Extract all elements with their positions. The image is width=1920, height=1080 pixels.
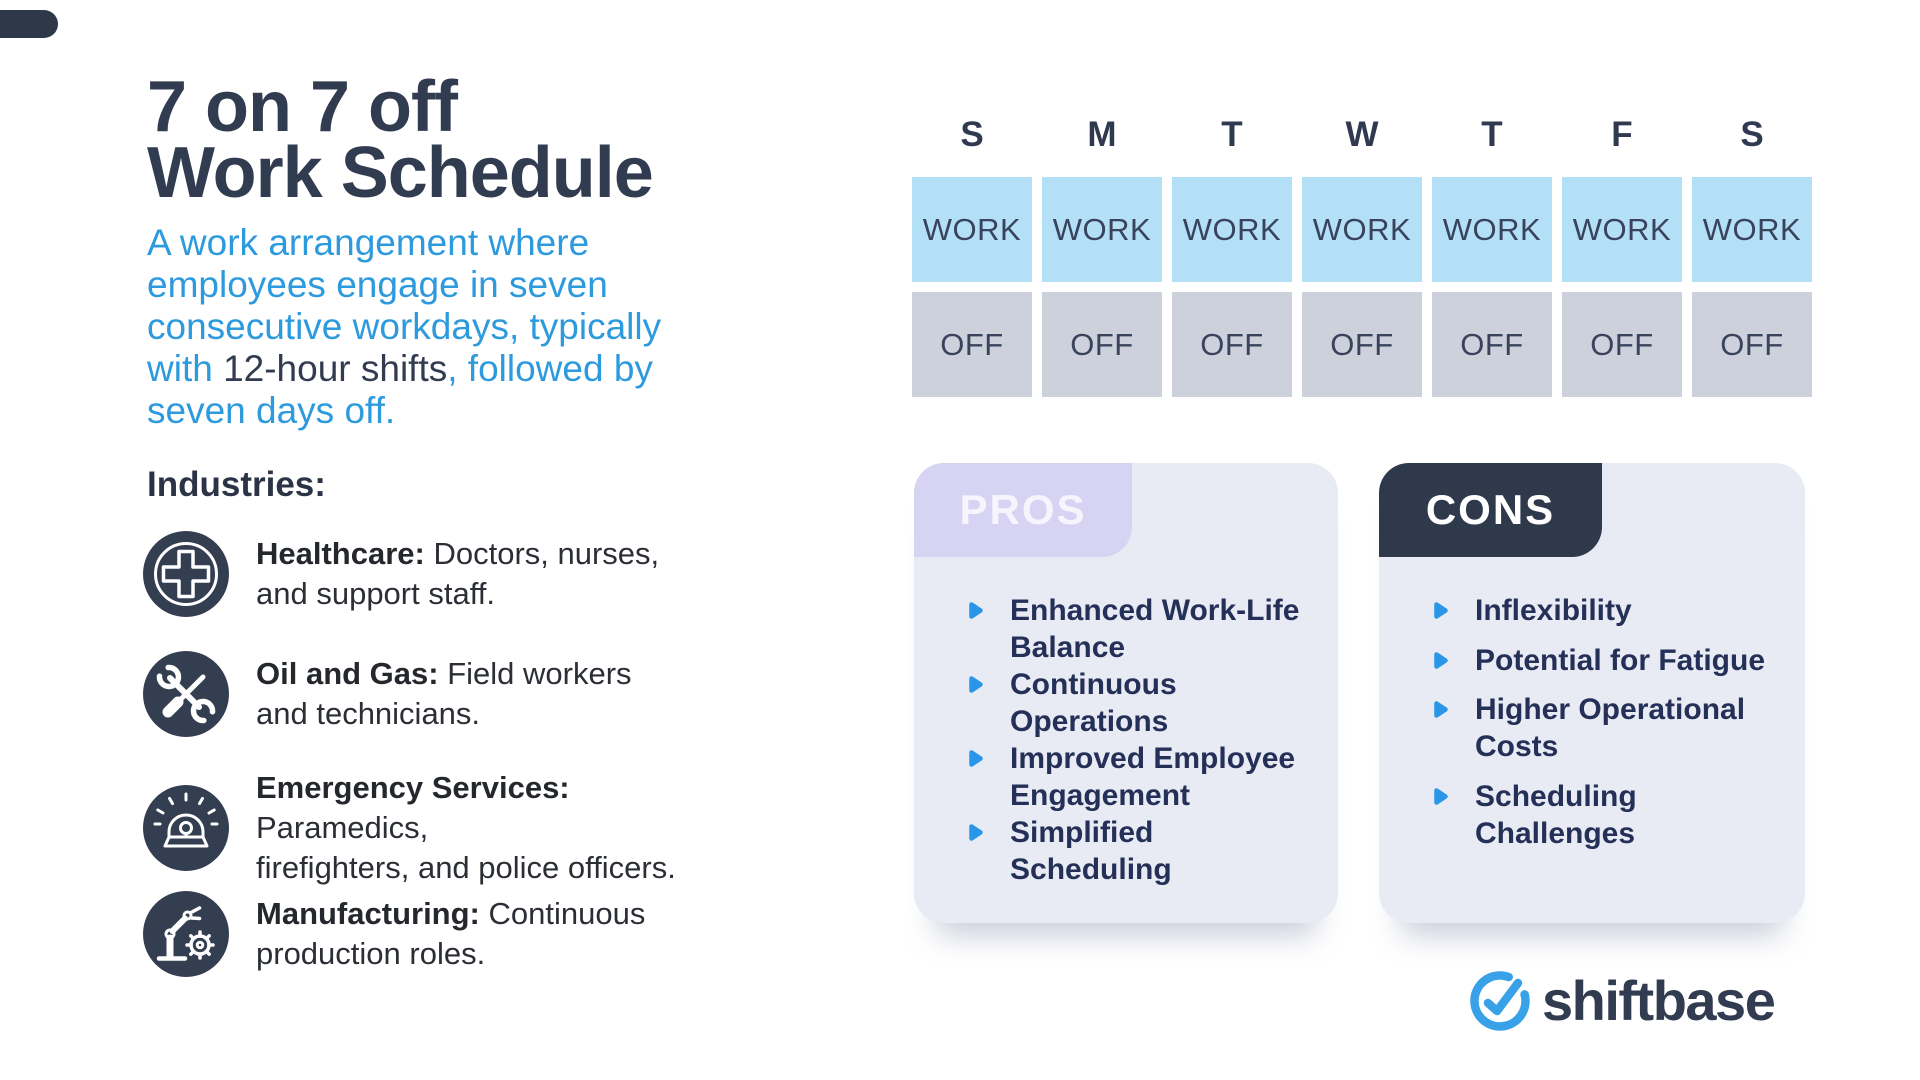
list-item: Potential for Fatigue bbox=[1433, 642, 1785, 679]
play-bullet-icon bbox=[968, 601, 984, 620]
work-cell: WORK bbox=[1432, 177, 1552, 282]
pros-card: PROS Enhanced Work-Life Balance Continuou… bbox=[914, 463, 1338, 923]
work-cell: WORK bbox=[1692, 177, 1812, 282]
day-header: M bbox=[1087, 115, 1117, 154]
industry-item-oil-and-gas: Oil and Gas: Field workers and technician… bbox=[142, 650, 726, 738]
description-line: with 12-hour shifts, followed by bbox=[147, 348, 653, 389]
cons-label: CONS bbox=[1379, 463, 1602, 557]
off-cell: OFF bbox=[1172, 292, 1292, 397]
industry-item-emergency-services: Emergency Services: Paramedics, firefight… bbox=[142, 768, 726, 888]
list-item: Continuous Operations bbox=[968, 666, 1318, 740]
off-cell: OFF bbox=[1302, 292, 1422, 397]
work-cell: WORK bbox=[912, 177, 1032, 282]
work-cell: WORK bbox=[1172, 177, 1292, 282]
play-bullet-icon bbox=[1433, 787, 1449, 806]
list-item: Simplified Scheduling bbox=[968, 814, 1318, 888]
industry-item-manufacturing: Manufacturing: Continuous production role… bbox=[142, 890, 726, 978]
day-header: T bbox=[1221, 115, 1243, 154]
list-item: Scheduling Challenges bbox=[1433, 778, 1785, 852]
off-cell: OFF bbox=[1562, 292, 1682, 397]
title-line-1: 7 on 7 off bbox=[147, 67, 458, 147]
work-cell: WORK bbox=[1562, 177, 1682, 282]
industry-text: Emergency Services: Paramedics, firefight… bbox=[256, 770, 676, 885]
industry-text: Healthcare: Doctors, nurses, and support … bbox=[256, 536, 660, 611]
title-line-2: Work Schedule bbox=[147, 133, 654, 213]
play-bullet-icon bbox=[968, 749, 984, 768]
play-bullet-icon bbox=[1433, 601, 1449, 620]
description-highlight: 12-hour shifts bbox=[223, 348, 448, 389]
description-line: consecutive workdays, typically bbox=[147, 306, 662, 347]
list-item: Higher Operational Costs bbox=[1433, 691, 1785, 765]
calendar-day-headers: S M T W T F S bbox=[912, 115, 1812, 155]
day-header: F bbox=[1611, 115, 1633, 154]
crossed-tools-icon bbox=[142, 650, 230, 738]
play-bullet-icon bbox=[968, 823, 984, 842]
description-line: employees engage in seven bbox=[147, 264, 608, 305]
description-line: A work arrangement where bbox=[147, 222, 590, 263]
calendar-off-row: OFF OFF OFF OFF OFF OFF OFF bbox=[912, 292, 1812, 397]
pros-label: PROS bbox=[914, 463, 1132, 557]
logo-wordmark: shiftbase bbox=[1542, 969, 1776, 1032]
work-cell: WORK bbox=[1042, 177, 1162, 282]
industries-heading: Industries: bbox=[147, 465, 326, 504]
work-cell: WORK bbox=[1302, 177, 1422, 282]
list-item: Enhanced Work-Life Balance bbox=[968, 592, 1318, 666]
industry-text: Manufacturing: Continuous production role… bbox=[256, 896, 646, 971]
cons-card: CONS Inflexibility Potential for Fatigue… bbox=[1379, 463, 1805, 923]
robot-arm-gear-icon bbox=[142, 890, 230, 978]
day-header: T bbox=[1481, 115, 1503, 154]
day-header: W bbox=[1345, 115, 1379, 154]
description: A work arrangement where employees engag… bbox=[147, 222, 661, 432]
play-bullet-icon bbox=[1433, 651, 1449, 670]
off-cell: OFF bbox=[1692, 292, 1812, 397]
description-line: seven days off. bbox=[147, 390, 396, 431]
medical-cross-icon bbox=[142, 530, 230, 618]
shiftbase-logo: shiftbase bbox=[1468, 968, 1776, 1033]
off-cell: OFF bbox=[1042, 292, 1162, 397]
play-bullet-icon bbox=[1433, 700, 1449, 719]
day-header: S bbox=[1740, 115, 1764, 154]
page-title: 7 on 7 off Work Schedule bbox=[147, 71, 654, 209]
industry-item-healthcare: Healthcare: Doctors, nurses, and support … bbox=[142, 530, 726, 618]
calendar-work-row: WORK WORK WORK WORK WORK WORK WORK bbox=[912, 177, 1812, 282]
industry-text: Oil and Gas: Field workers and technician… bbox=[256, 656, 632, 731]
siren-icon bbox=[142, 784, 230, 872]
list-item: Improved Employee Engagement bbox=[968, 740, 1318, 814]
shiftbase-check-icon bbox=[1468, 969, 1532, 1033]
cons-list: Inflexibility Potential for Fatigue High… bbox=[1433, 592, 1785, 852]
off-cell: OFF bbox=[912, 292, 1032, 397]
play-bullet-icon bbox=[968, 675, 984, 694]
corner-accent-bar bbox=[0, 10, 58, 38]
day-header: S bbox=[960, 115, 984, 154]
pros-list: Enhanced Work-Life Balance Continuous Ope… bbox=[968, 592, 1318, 886]
list-item: Inflexibility bbox=[1433, 592, 1785, 629]
off-cell: OFF bbox=[1432, 292, 1552, 397]
